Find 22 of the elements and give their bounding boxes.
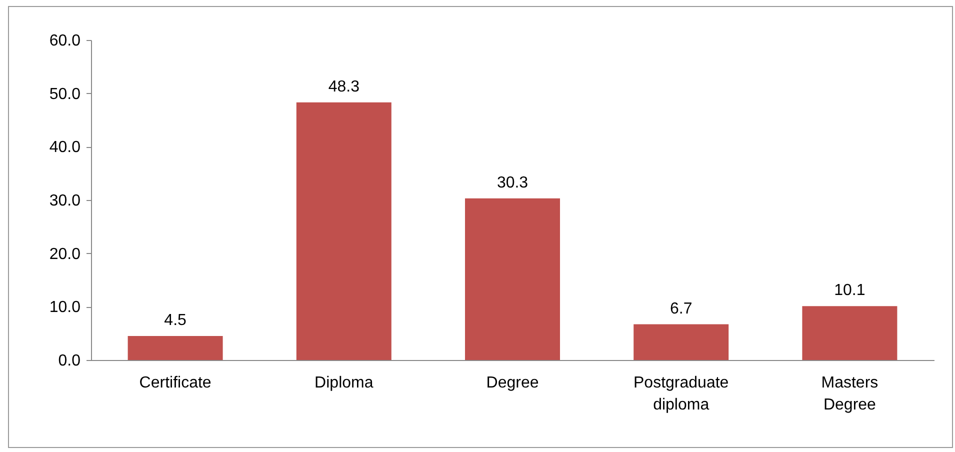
y-tick-label: 60.0	[49, 32, 81, 50]
data-label: 6.7	[670, 300, 692, 318]
x-tick-label: Masters Degree	[821, 374, 878, 414]
y-tick-label: 0.0	[58, 352, 81, 370]
x-tick-label: Diploma	[314, 374, 374, 392]
data-label: 10.1	[834, 282, 866, 300]
bar	[465, 198, 560, 360]
y-tick-label: 40.0	[49, 139, 81, 156]
data-label: 48.3	[328, 78, 360, 96]
bar	[128, 336, 223, 360]
y-tick-label: 50.0	[49, 86, 81, 103]
data-label: 4.5	[164, 312, 187, 329]
bar	[802, 306, 898, 360]
y-tick-label: 10.0	[49, 299, 81, 316]
bar	[296, 102, 392, 360]
bar	[634, 324, 729, 360]
x-tick-label: Certificate	[139, 374, 212, 392]
y-tick-label: 30.0	[49, 192, 81, 210]
x-tick-label: Postgraduate diploma	[634, 374, 729, 414]
y-tick-label: 20.0	[49, 246, 81, 263]
x-tick-label: Degree	[486, 374, 539, 392]
data-label: 30.3	[496, 174, 528, 192]
